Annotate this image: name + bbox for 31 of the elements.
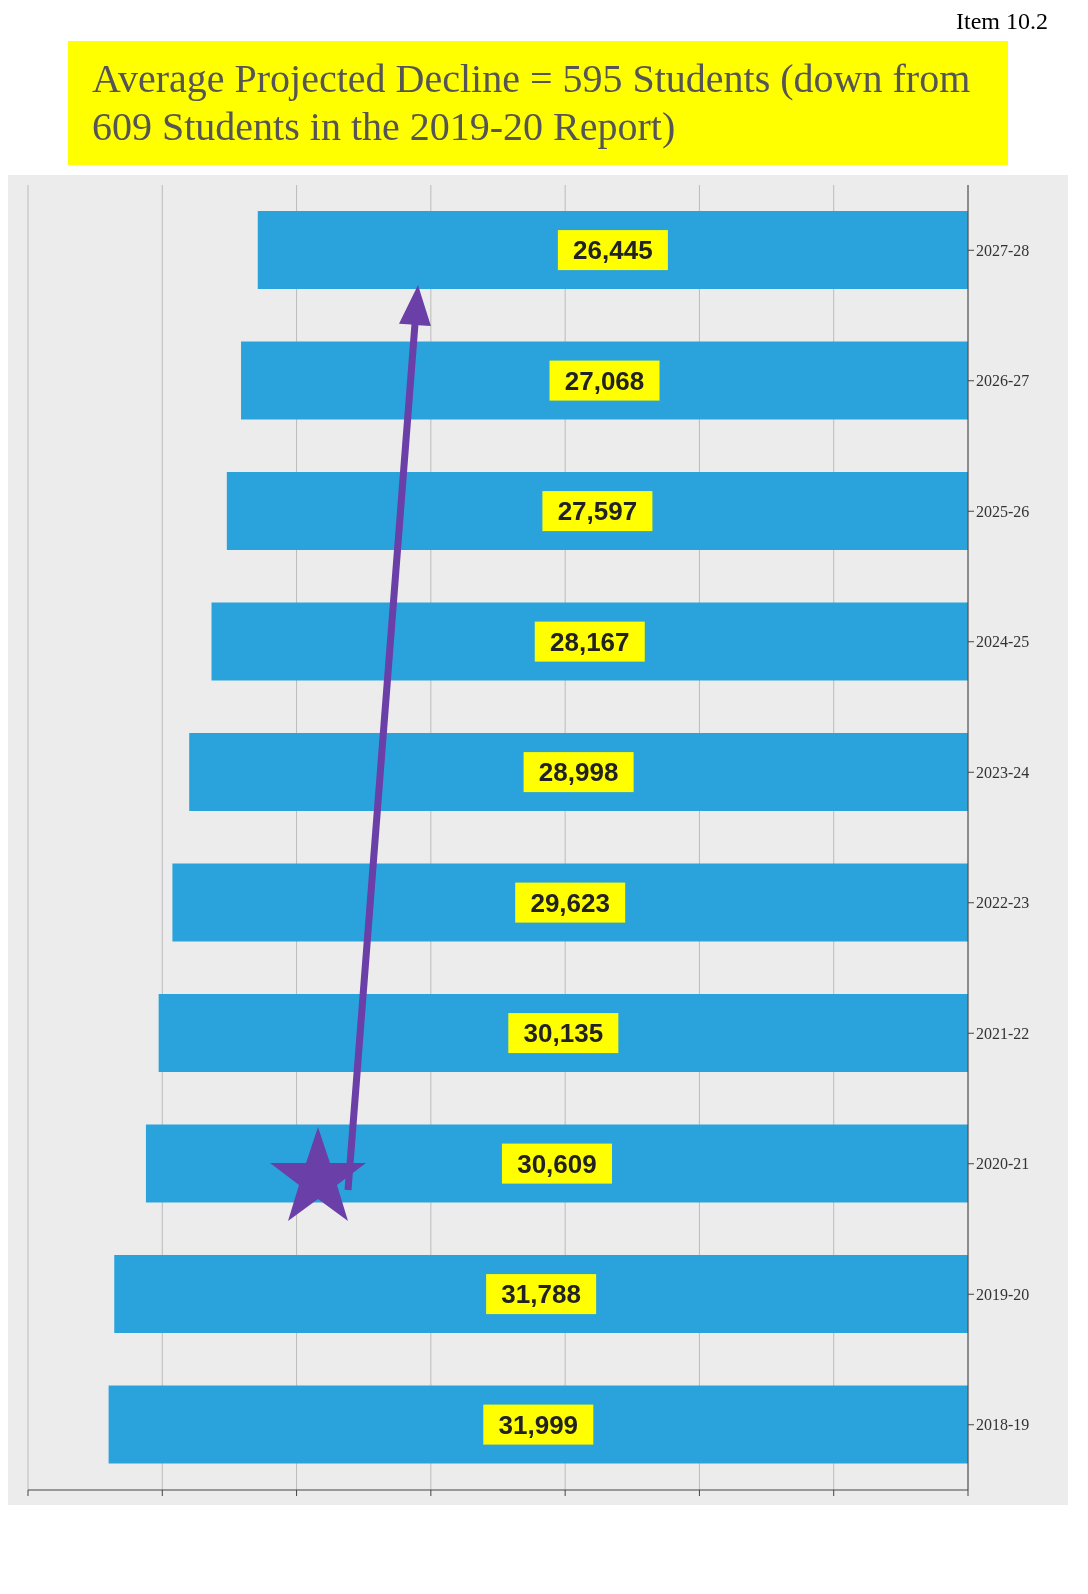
data-label: 27,597 [557, 496, 638, 527]
y-tick-label: 2020-21 [976, 1155, 1030, 1173]
data-label: 28,167 [549, 626, 630, 657]
bar [172, 863, 968, 942]
data-label: 26,445 [573, 235, 653, 266]
y-tick-label: 2021-22 [976, 1024, 1030, 1042]
bar [189, 733, 968, 812]
bar [211, 602, 968, 681]
data-label: 30,609 [517, 1148, 597, 1179]
bar [226, 472, 968, 551]
data-label: 31,999 [498, 1409, 579, 1440]
bar [108, 1385, 968, 1464]
bar [257, 211, 968, 290]
y-tick-label: 2018-19 [976, 1416, 1030, 1434]
y-tick-label: 2026-27 [976, 372, 1030, 390]
y-tick-label: 2025-26 [976, 502, 1030, 520]
data-label: 31,788 [501, 1279, 581, 1310]
data-label: 27,068 [564, 365, 645, 396]
data-label: 28,998 [538, 757, 619, 788]
y-tick-label: 2022-23 [976, 894, 1030, 912]
y-tick-label: 2024-25 [976, 633, 1030, 651]
bar [241, 341, 968, 420]
y-tick-label: 2027-28 [976, 241, 1030, 259]
chart-title: Average Projected Decline = 595 Students (down from 609 Students in the 2019-20 Report) [68, 41, 1008, 165]
data-label: 29,623 [530, 887, 610, 918]
bar [158, 994, 968, 1073]
y-tick-label: 2019-20 [976, 1285, 1030, 1303]
data-label: 30,135 [523, 1018, 604, 1049]
bar [114, 1255, 968, 1334]
y-tick-label: 2023-24 [976, 763, 1030, 781]
text: Item 10.2 [955, 8, 1048, 35]
